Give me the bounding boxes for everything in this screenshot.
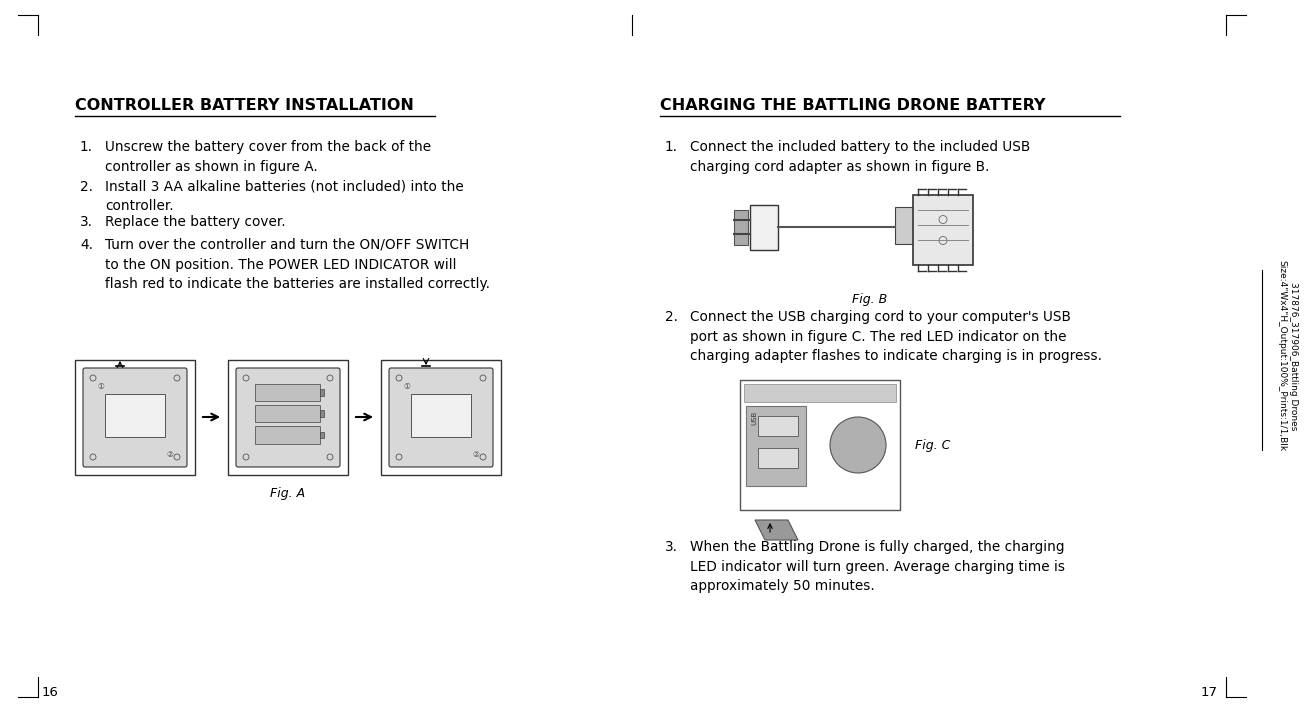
Text: 3.: 3.: [665, 540, 678, 554]
Text: 16: 16: [42, 686, 59, 699]
Bar: [746, 406, 806, 486]
Bar: [758, 448, 798, 468]
Bar: [411, 394, 471, 436]
Circle shape: [831, 417, 885, 473]
Bar: [256, 426, 319, 444]
Bar: [895, 207, 913, 244]
Text: ②: ②: [472, 450, 479, 459]
Text: Install 3 AA alkaline batteries (not included) into the
controller.: Install 3 AA alkaline batteries (not inc…: [106, 180, 464, 214]
Text: Fig. C: Fig. C: [915, 439, 951, 451]
Bar: [76, 360, 196, 475]
Text: ②: ②: [166, 450, 173, 459]
Bar: [319, 431, 323, 439]
Text: USB: USB: [751, 411, 758, 425]
Text: 3.: 3.: [80, 215, 93, 229]
Text: Unscrew the battery cover from the back of the
controller as shown in figure A.: Unscrew the battery cover from the back …: [106, 140, 432, 174]
Bar: [256, 405, 319, 422]
Text: 317876_317906_Battling Drones
Size:4"Wx4"H_Output:100%_Prints:1/1,Blk: 317876_317906_Battling Drones Size:4"Wx4…: [1278, 261, 1299, 451]
Text: Connect the included battery to the included USB
charging cord adapter as shown : Connect the included battery to the incl…: [690, 140, 1030, 174]
Bar: [319, 389, 323, 396]
Bar: [913, 195, 973, 265]
Bar: [750, 205, 778, 250]
Text: CONTROLLER BATTERY INSTALLATION: CONTROLLER BATTERY INSTALLATION: [76, 98, 413, 113]
Bar: [745, 384, 896, 402]
Bar: [319, 411, 323, 417]
Text: 1.: 1.: [80, 140, 93, 154]
Text: Fig. A: Fig. A: [270, 487, 305, 500]
Bar: [734, 210, 748, 245]
Text: When the Battling Drone is fully charged, the charging
LED indicator will turn g: When the Battling Drone is fully charged…: [690, 540, 1065, 593]
Text: Fig. B: Fig. B: [853, 293, 888, 306]
Text: CHARGING THE BATTLING DRONE BATTERY: CHARGING THE BATTLING DRONE BATTERY: [660, 98, 1046, 113]
Text: 2.: 2.: [80, 180, 93, 194]
Text: Turn over the controller and turn the ON/OFF SWITCH
to the ON position. The POWE: Turn over the controller and turn the ON…: [106, 238, 490, 291]
FancyBboxPatch shape: [83, 368, 186, 467]
Text: Replace the battery cover.: Replace the battery cover.: [106, 215, 286, 229]
Bar: [228, 360, 348, 475]
Bar: [739, 380, 900, 510]
Polygon shape: [755, 520, 798, 540]
Bar: [758, 416, 798, 436]
Text: ①: ①: [403, 382, 409, 391]
Text: Connect the USB charging cord to your computer's USB
port as shown in figure C. : Connect the USB charging cord to your co…: [690, 310, 1102, 363]
Bar: [256, 384, 319, 402]
FancyBboxPatch shape: [236, 368, 340, 467]
Bar: [106, 394, 166, 436]
Text: 17: 17: [1201, 686, 1218, 699]
Text: 1.: 1.: [665, 140, 678, 154]
Bar: [381, 360, 501, 475]
FancyBboxPatch shape: [389, 368, 493, 467]
Text: ①: ①: [96, 382, 104, 391]
Text: 2.: 2.: [665, 310, 678, 324]
Text: 4.: 4.: [80, 238, 93, 252]
